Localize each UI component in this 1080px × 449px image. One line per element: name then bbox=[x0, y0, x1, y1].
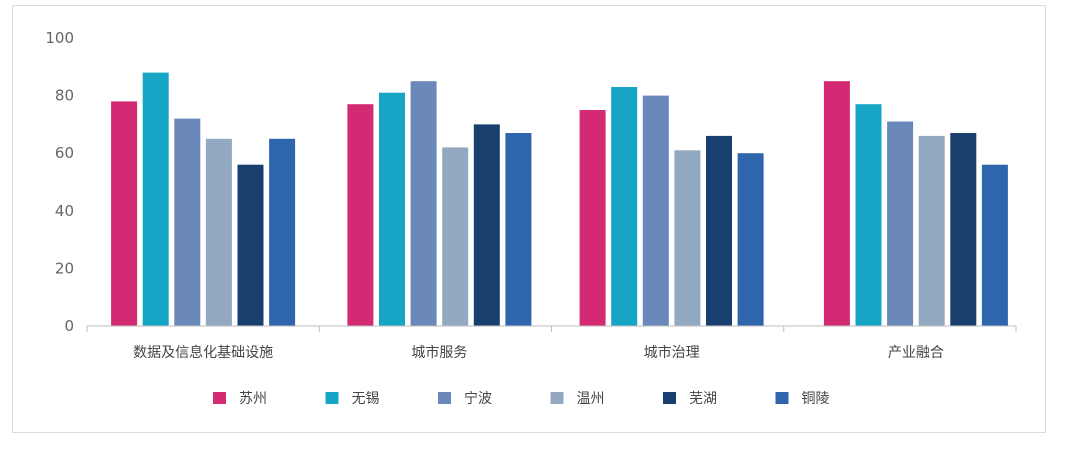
bar bbox=[269, 138, 296, 326]
x-tick-label: 产业融合 bbox=[888, 345, 944, 361]
bar bbox=[347, 104, 374, 326]
y-tick-label: 80 bbox=[55, 87, 74, 105]
bar bbox=[579, 110, 606, 326]
bar bbox=[823, 81, 850, 326]
bar bbox=[855, 104, 882, 326]
bar bbox=[887, 121, 914, 326]
x-tick-label: 城市服务 bbox=[411, 344, 467, 361]
bar bbox=[442, 147, 469, 326]
bar bbox=[174, 118, 201, 326]
legend-label: 苏州 bbox=[239, 391, 267, 407]
legend-label: 铜陵 bbox=[802, 391, 830, 407]
bar bbox=[674, 150, 701, 326]
x-tick-label: 数据及信息化基础设施 bbox=[133, 344, 273, 361]
legend-swatch bbox=[775, 392, 789, 404]
legend-swatch bbox=[663, 392, 676, 404]
bar bbox=[237, 164, 264, 326]
legend-swatch bbox=[438, 392, 451, 404]
legend-label: 芜湖 bbox=[689, 390, 717, 407]
y-tick-label: 0 bbox=[64, 317, 74, 335]
bar bbox=[111, 101, 138, 327]
legend-label: 温州 bbox=[577, 391, 605, 407]
bar bbox=[642, 95, 669, 326]
legend-label: 无锡 bbox=[352, 391, 380, 407]
legend-swatch bbox=[550, 392, 564, 404]
legend-swatch bbox=[213, 392, 226, 404]
legend-swatch bbox=[325, 392, 339, 404]
bar bbox=[410, 81, 437, 326]
y-tick-label: 60 bbox=[55, 144, 74, 162]
bar bbox=[918, 135, 945, 326]
y-tick-label: 20 bbox=[55, 259, 74, 277]
bar bbox=[205, 138, 232, 326]
bar bbox=[611, 87, 638, 326]
bar bbox=[379, 92, 405, 326]
x-tick-label: 城市治理 bbox=[644, 344, 700, 361]
bar bbox=[142, 72, 169, 326]
bar bbox=[473, 124, 500, 327]
bar bbox=[505, 133, 532, 326]
y-tick-label: 40 bbox=[55, 202, 74, 220]
legend-label: 宁波 bbox=[464, 390, 492, 407]
bar bbox=[706, 135, 732, 326]
bar bbox=[950, 133, 977, 326]
bar bbox=[981, 164, 1008, 326]
bar bbox=[737, 153, 764, 326]
y-tick-label: 100 bbox=[45, 29, 74, 47]
